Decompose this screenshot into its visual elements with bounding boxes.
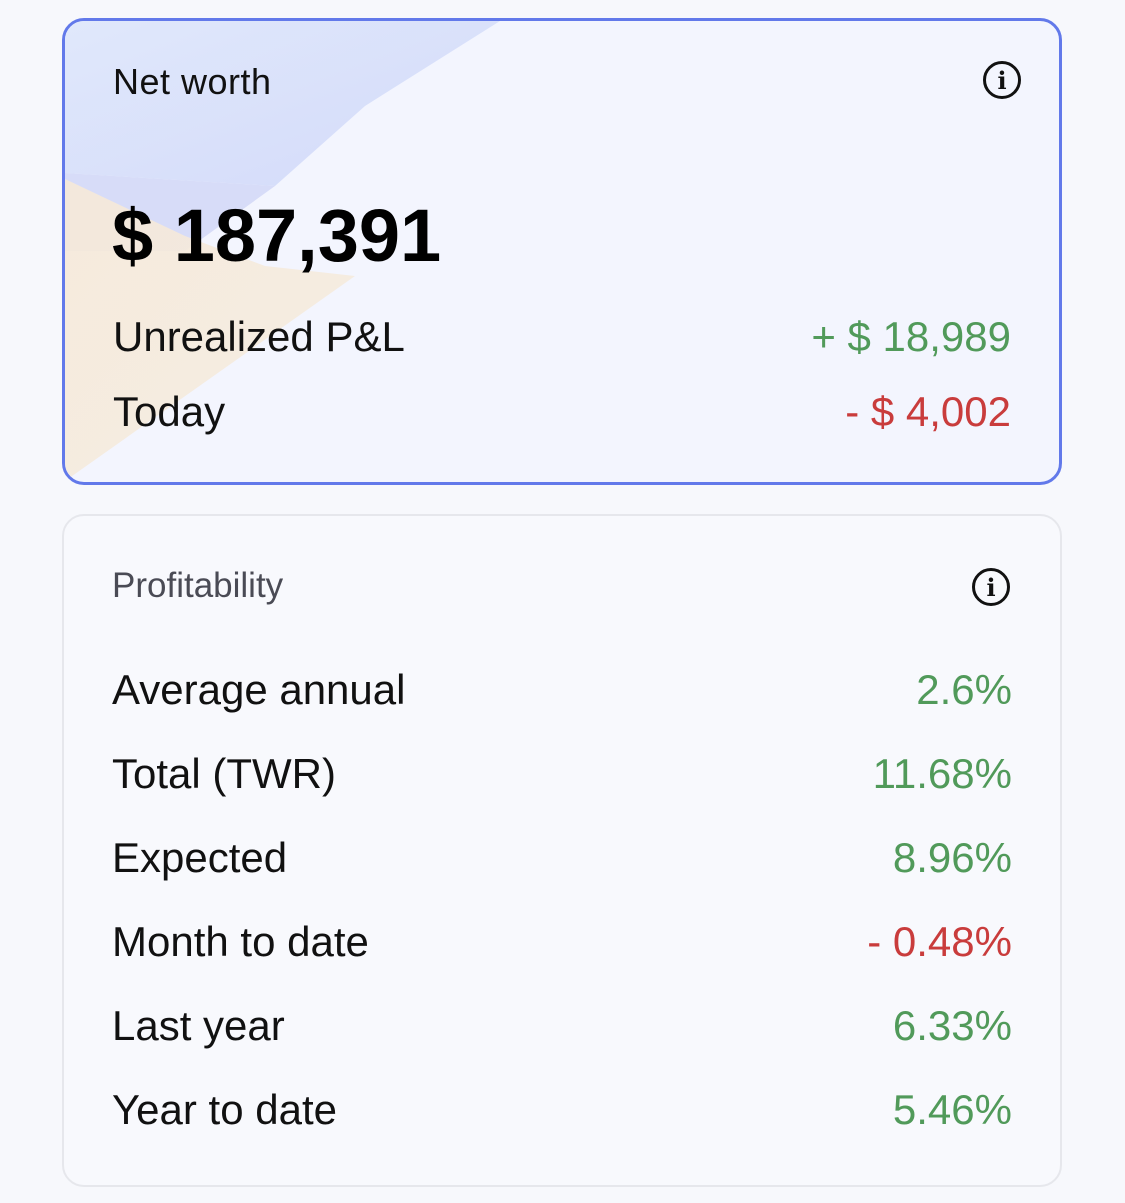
profitability-row: Expected 8.96% — [112, 834, 1012, 882]
unrealized-pl-value: + $ 18,989 — [811, 313, 1011, 360]
profitability-card: Profitability i Average annual 2.6% Total… — [62, 514, 1062, 1187]
row-label: Average annual — [112, 666, 406, 713]
row-value: 8.96% — [892, 834, 1012, 881]
net-worth-amount: $ 187,391 — [112, 194, 442, 277]
decorative-background — [65, 21, 500, 481]
row-value: 5.46% — [892, 1086, 1012, 1133]
row-value: - 0.48% — [867, 918, 1012, 965]
info-icon[interactable]: i — [983, 61, 1021, 99]
row-label: Year to date — [112, 1086, 337, 1133]
profitability-row: Year to date 5.46% — [112, 1086, 1012, 1134]
net-worth-title: Net worth — [113, 61, 272, 102]
row-value: 2.6% — [916, 666, 1012, 713]
today-label: Today — [113, 388, 226, 435]
unrealized-pl-label: Unrealized P&L — [113, 313, 405, 360]
profitability-row: Month to date - 0.48% — [112, 918, 1012, 966]
row-value: 11.68% — [872, 750, 1012, 797]
row-label: Total (TWR) — [112, 750, 336, 797]
today-value: - $ 4,002 — [845, 388, 1011, 435]
row-label: Last year — [112, 1002, 285, 1049]
info-icon[interactable]: i — [972, 568, 1010, 606]
net-worth-card: Net worth i $ 187,391 Unrealized P&L + $… — [62, 18, 1062, 485]
row-label: Month to date — [112, 918, 369, 965]
row-label: Expected — [112, 834, 288, 881]
profitability-row: Average annual 2.6% — [112, 666, 1012, 714]
profitability-title: Profitability — [112, 566, 284, 605]
profitability-row: Last year 6.33% — [112, 1002, 1012, 1050]
profitability-row: Total (TWR) 11.68% — [112, 750, 1012, 798]
row-value: 6.33% — [892, 1002, 1012, 1049]
